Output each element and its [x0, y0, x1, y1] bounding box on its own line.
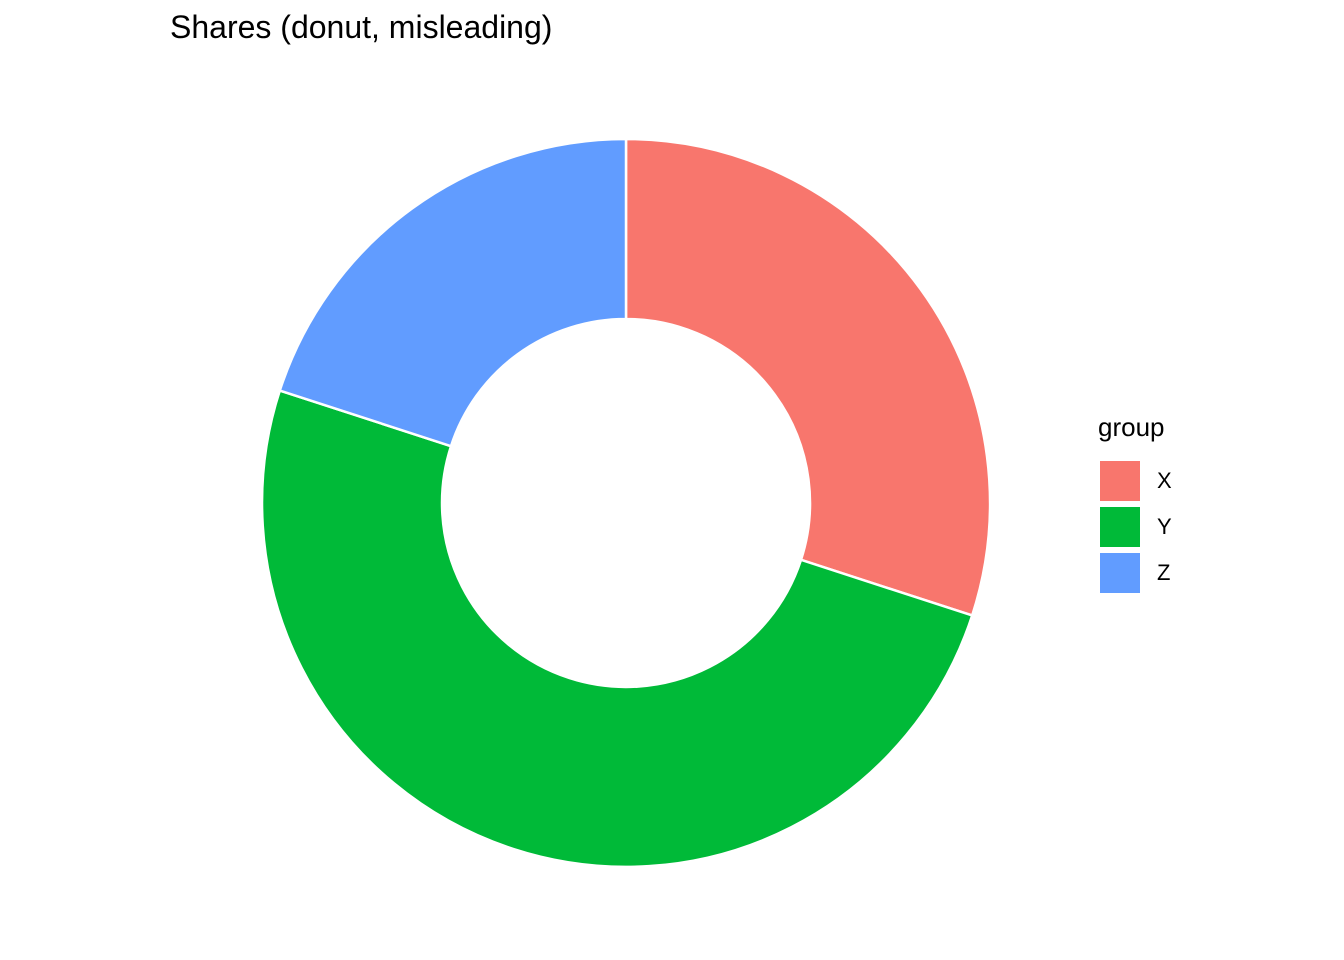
legend-label: Y: [1157, 514, 1172, 539]
chart-title: Shares (donut, misleading): [170, 9, 553, 45]
legend-title: group: [1098, 412, 1165, 442]
legend-label: X: [1157, 468, 1172, 493]
legend-label: Z: [1157, 560, 1171, 585]
legend-item-z: Z: [1100, 550, 1172, 596]
donut-slice-z: [278, 137, 628, 448]
donut-slice-x: [624, 137, 992, 618]
donut-slice-y: [260, 388, 974, 869]
legend-item-y: Y: [1100, 504, 1172, 550]
legend-swatch: [1100, 553, 1140, 593]
legend-swatch: [1100, 461, 1140, 501]
legend-item-x: X: [1100, 458, 1172, 504]
legend-swatch: [1100, 507, 1140, 547]
